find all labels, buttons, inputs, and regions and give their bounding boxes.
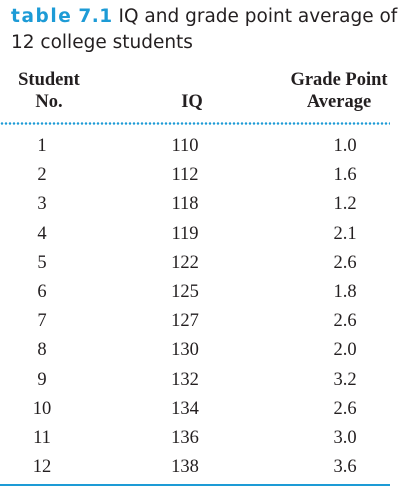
cell-student-no: 2 (37, 165, 47, 186)
cell-iq: 125 (171, 281, 199, 302)
header-student-line2: No. (35, 92, 63, 112)
cell-student-no: 7 (37, 311, 47, 332)
cell-gpa: 3.6 (333, 457, 357, 478)
table-row: 6 125 1.8 (0, 278, 390, 307)
table-row: 4 119 2.1 (0, 220, 390, 249)
table-row: 5 122 2.6 (0, 249, 390, 278)
table-row: 3 118 1.2 (0, 190, 390, 219)
cell-student-no: 5 (37, 252, 47, 273)
table-bottom-rule (0, 484, 390, 486)
table-row: 8 130 2.0 (0, 336, 390, 365)
header-gpa-line1: Grade Point (290, 70, 388, 90)
cell-gpa: 2.6 (333, 398, 357, 419)
cell-student-no: 11 (33, 427, 51, 448)
table-row: 7 127 2.6 (0, 307, 390, 336)
header-iq: IQ (181, 92, 203, 112)
cell-student-no: 8 (37, 340, 47, 361)
cell-gpa: 1.6 (333, 165, 357, 186)
cell-student-no: 12 (32, 457, 52, 478)
table-row: 10 134 2.6 (0, 395, 390, 424)
cell-iq: 134 (171, 398, 199, 419)
header-gpa-line2: Average (306, 92, 372, 112)
header-student-line1: Student (18, 70, 80, 90)
cell-iq: 122 (171, 252, 199, 273)
cell-gpa: 2.6 (333, 311, 357, 332)
cell-gpa: 3.2 (333, 369, 357, 390)
table-row: 12 138 3.6 (0, 453, 390, 482)
table-row: 9 132 3.2 (0, 366, 390, 395)
header-gpa: Grade Point Average (284, 69, 394, 113)
table-header: Student No. IQ Grade Point Average (8, 64, 398, 118)
cell-gpa: 1.0 (333, 136, 357, 156)
table-caption: table 7.1 IQ and grade point average of … (11, 4, 403, 56)
cell-gpa: 1.8 (333, 281, 357, 302)
cell-student-no: 9 (37, 369, 47, 390)
caption-number: 7.1 (78, 6, 113, 27)
cell-gpa: 2.0 (333, 340, 357, 361)
cell-iq: 138 (171, 457, 199, 478)
cell-student-no: 1 (37, 136, 47, 156)
table-row: 1 110 1.0 (0, 132, 390, 161)
cell-iq: 132 (171, 369, 199, 390)
header-dotted-rule (0, 122, 390, 125)
cell-iq: 136 (171, 427, 199, 448)
cell-gpa: 3.0 (333, 427, 357, 448)
cell-iq: 110 (171, 136, 199, 156)
cell-gpa: 1.2 (333, 194, 357, 215)
table-row: 2 112 1.6 (0, 161, 390, 190)
cell-gpa: 2.1 (333, 223, 357, 244)
cell-iq: 118 (171, 194, 199, 215)
cell-student-no: 3 (37, 194, 47, 215)
cell-student-no: 4 (37, 223, 47, 244)
data-table: Student No. IQ Grade Point Average (8, 64, 398, 118)
caption-tag: table (11, 6, 73, 27)
cell-gpa: 2.6 (333, 252, 357, 273)
cell-iq: 112 (171, 165, 199, 186)
table-row: 11 136 3.0 (0, 424, 390, 453)
cell-student-no: 10 (32, 398, 52, 419)
header-student-no: Student No. (10, 69, 88, 113)
table-body: 1 110 1.0 2 112 1.6 3 118 1.2 4 119 2.1 5 122 2.6 6 125 1… (0, 132, 390, 482)
cell-iq: 127 (171, 311, 199, 332)
cell-student-no: 6 (37, 281, 47, 302)
cell-iq: 130 (171, 340, 199, 361)
caption-text: IQ and grade point average of 12 college… (11, 6, 398, 53)
cell-iq: 119 (171, 223, 199, 244)
